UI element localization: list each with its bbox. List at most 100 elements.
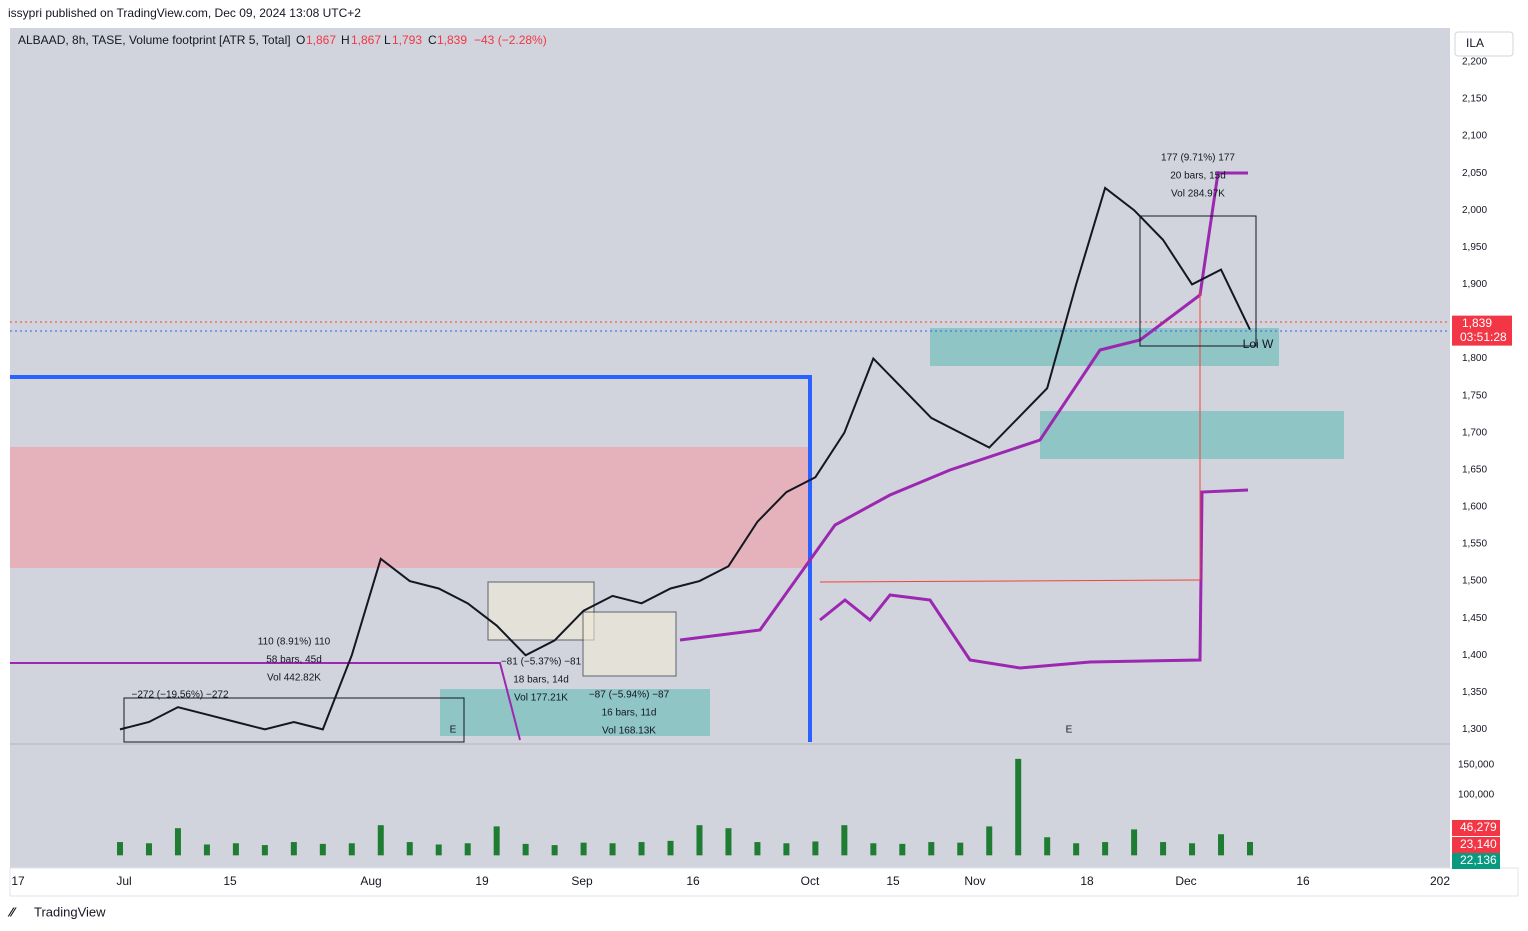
y-tick-label: 1,300: [1462, 724, 1487, 735]
y-tick-label: 1,450: [1462, 613, 1487, 624]
volume-bar: [174, 828, 181, 856]
annotation: 110 (8.91%) 110: [258, 637, 331, 648]
annotation: Vol 177.21K: [514, 693, 568, 704]
volume-bar: [580, 842, 587, 856]
time-axis: [9, 867, 1519, 897]
y-tick-label: 1,700: [1462, 427, 1487, 438]
volume-bar: [638, 842, 645, 856]
x-tick-label: 16: [686, 874, 700, 888]
annotation: −272 (−19.56%) −272: [131, 690, 228, 701]
change: −43 (−2.28%): [474, 33, 547, 47]
volume-label: 23,140: [1460, 837, 1497, 851]
volume-bar: [1073, 843, 1080, 856]
vwap-line: [819, 488, 1249, 670]
y-tick-label: 1,650: [1462, 464, 1487, 475]
y-tick-label: 1,550: [1462, 539, 1487, 550]
supply-zone: [10, 447, 810, 568]
volume-bar: [1218, 834, 1225, 856]
volume-bar: [696, 825, 703, 856]
annotation: 177 (9.71%) 177: [1161, 153, 1235, 164]
c-label: C: [428, 33, 437, 47]
volume-bar: [551, 845, 558, 856]
volume-bar: [348, 843, 355, 856]
annotation: E: [450, 725, 457, 736]
y-tick-label: 2,000: [1462, 205, 1487, 216]
footer: TradingView: [34, 904, 106, 919]
currency[interactable]: ILA: [1466, 36, 1484, 50]
y-tick-label: 1,600: [1462, 502, 1487, 513]
volume-bar: [290, 842, 297, 856]
volume-bar: [1189, 843, 1196, 856]
volume-bar: [899, 843, 906, 856]
annotation: 58 bars, 45d: [266, 655, 322, 666]
annotation: −87 (−5.94%) −87: [589, 690, 670, 701]
level-line: [819, 579, 1201, 583]
volume-bar: [1015, 758, 1022, 856]
annotation: Loi W: [1243, 337, 1274, 351]
annotation: Vol 168.13K: [602, 726, 656, 737]
logo: ⁄⁄: [7, 904, 17, 919]
annotation: 16 bars, 11d: [602, 708, 657, 719]
published: issypri published on TradingView.com, De…: [8, 6, 361, 20]
volume-bar: [203, 844, 210, 856]
y2-tick-label: 100,000: [1458, 790, 1495, 801]
volume-bar: [1247, 841, 1253, 856]
volume-bar: [1044, 837, 1051, 856]
y2-tick-label: 150,000: [1458, 760, 1495, 771]
volume-bar: [754, 842, 761, 856]
x-tick-label: 18: [1080, 874, 1094, 888]
y-tick-label: 2,050: [1462, 168, 1487, 179]
volume-bar: [1131, 829, 1138, 856]
demand-zone: [1040, 411, 1344, 459]
volume-bar: [117, 842, 123, 856]
y-tick-label: 2,200: [1462, 57, 1487, 68]
volume-bar: [377, 825, 384, 856]
last-price: 1,839: [1462, 316, 1492, 330]
last-price-box: [1452, 315, 1512, 346]
o-label: O: [296, 33, 305, 47]
volume-bar: [522, 843, 529, 856]
range-box: [1139, 215, 1257, 347]
countdown: 03:51:28: [1460, 330, 1507, 344]
l: 1,793: [392, 33, 422, 47]
volume-label-box: [1452, 837, 1500, 853]
price-axis: [1450, 28, 1518, 896]
currency-button[interactable]: [1454, 31, 1514, 57]
x-tick-label: Dec: [1175, 874, 1196, 888]
volume-bar: [609, 843, 616, 856]
demand-zone: [930, 328, 1279, 366]
annotation: E: [1066, 725, 1073, 736]
range-box: [582, 611, 677, 677]
y-tick-label: 1,500: [1462, 576, 1487, 587]
volume-bar: [406, 842, 413, 856]
volume-bar: [812, 841, 819, 856]
annotation: Vol 284.97K: [1171, 189, 1225, 200]
volume-bar: [493, 826, 500, 856]
vwap-line: [679, 171, 1248, 642]
volume-bar: [957, 842, 964, 856]
h: 1,867: [351, 33, 381, 47]
x-tick-label: 19: [475, 874, 489, 888]
y-tick-label: 1,750: [1462, 390, 1487, 401]
volume-label-box: [1452, 820, 1500, 836]
annotation: Vol 442.82K: [267, 673, 321, 684]
level-line: [10, 375, 812, 742]
volume-bar: [783, 843, 790, 856]
range-box: [123, 697, 465, 743]
y-tick-label: 1,350: [1462, 687, 1487, 698]
x-tick-label: 16: [1296, 874, 1310, 888]
x-tick-label: Jul: [116, 874, 131, 888]
h-label: H: [341, 33, 350, 47]
range-box: [487, 581, 595, 641]
l-label: L: [384, 33, 391, 47]
annotation: −81 (−5.37%) −81: [501, 657, 582, 668]
x-tick-label: Nov: [964, 874, 985, 888]
volume-bar: [725, 828, 732, 856]
ohlc: O 1,867 H 1,867 L 1,793 C 1,839 −43 (−2.…: [296, 33, 547, 47]
volume-bar: [841, 825, 848, 856]
x-tick-label: Aug: [360, 874, 381, 888]
x-tick-label: Oct: [801, 874, 820, 888]
annotation: 18 bars, 14d: [513, 675, 569, 686]
x-tick-label: 17: [11, 874, 25, 888]
